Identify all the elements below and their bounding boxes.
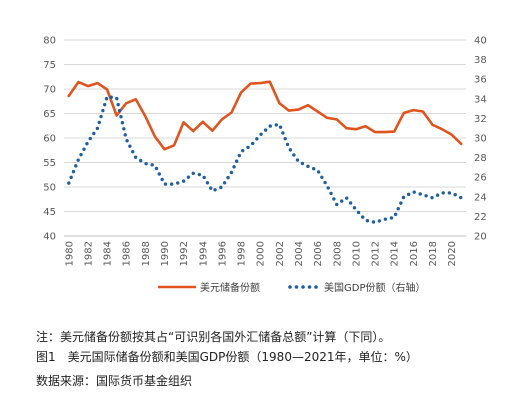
legend: 美元储备份额 美国GDP份额（右轴）	[158, 281, 425, 294]
left-y-axis: 40 45 50 55 60 65 70 75 80	[43, 36, 56, 243]
y-right-tick-label: 26	[474, 173, 487, 184]
legend-dot	[288, 285, 292, 289]
legend-dot	[301, 285, 305, 289]
x-tick-label: 2020	[447, 241, 458, 266]
x-tick-label: 2012	[371, 241, 382, 266]
y-left-tick-label: 55	[43, 158, 56, 169]
series-group	[67, 80, 463, 225]
x-tick-label: 1998	[237, 241, 248, 266]
x-tick-label: 2010	[351, 241, 362, 266]
y-right-tick-label: 20	[474, 232, 487, 243]
x-tick-label: 2006	[313, 241, 324, 266]
series-line-gdp-share	[67, 95, 463, 225]
y-right-tick-label: 32	[474, 114, 487, 125]
x-tick-label: 2004	[294, 241, 305, 266]
y-left-tick-label: 50	[43, 183, 56, 194]
x-tick-label: 2000	[256, 241, 267, 266]
x-tick-label: 1992	[179, 241, 190, 266]
y-right-tick-label: 38	[474, 55, 487, 66]
y-right-tick-label: 28	[474, 153, 487, 164]
x-tick-label: 2018	[428, 241, 439, 266]
x-tick-label: 2014	[390, 241, 401, 266]
series-line-reserve-share	[67, 80, 463, 151]
y-right-tick-label: 30	[474, 134, 487, 145]
y-left-tick-label: 60	[43, 134, 56, 145]
x-tick-label: 2016	[409, 241, 420, 266]
legend-dot	[294, 285, 299, 289]
y-right-tick-label: 40	[474, 36, 487, 47]
y-right-tick-label: 24	[474, 192, 487, 203]
y-left-tick-label: 40	[43, 232, 56, 243]
legend-label-gdp: 美国GDP份额（右轴）	[324, 281, 425, 294]
x-tick-label: 1980	[64, 241, 75, 266]
y-right-tick-label: 34	[474, 94, 487, 105]
y-left-tick-label: 75	[43, 60, 56, 71]
legend-label-reserve: 美元储备份额	[200, 281, 260, 294]
y-left-tick-label: 45	[43, 207, 56, 218]
x-tick-label: 1982	[83, 241, 94, 266]
right-y-axis: 20 22 24 26 28 30 32 34 36 38 40	[474, 36, 487, 243]
line-chart: 40 45 50 55 60 65 70 75 80 20 22 24 26 28 30 32 34 36 38 4…	[43, 36, 487, 295]
y-right-tick-label: 36	[474, 75, 487, 86]
y-left-tick-label: 65	[43, 109, 56, 120]
x-tick-label: 2008	[332, 241, 343, 266]
chart-note: 注：美元储备份额按其占“可识别各国外汇储备总额”计算（下同）。	[36, 330, 391, 344]
legend-dot	[314, 285, 318, 289]
x-tick-label: 1990	[160, 241, 171, 266]
legend-dot	[307, 285, 312, 289]
x-tick-label: 1988	[141, 241, 152, 266]
y-left-tick-label: 80	[43, 36, 56, 47]
x-tick-label: 1984	[103, 241, 114, 266]
x-tick-label: 1996	[217, 241, 228, 266]
y-right-tick-label: 22	[474, 212, 487, 223]
figure-caption: 图1 美元国际储备份额和美国GDP份额（1980—2021年，单位：%）	[36, 350, 418, 364]
data-source: 数据来源：国际货币基金组织	[36, 374, 193, 388]
x-tick-label: 1986	[122, 241, 133, 266]
x-tick-label: 1994	[198, 241, 209, 266]
x-axis: 1980 1982 1984 1986 1988 1990 1992 1994 1996 1998…	[64, 235, 466, 266]
y-left-tick-label: 70	[43, 85, 56, 96]
legend-swatch-gdp	[288, 285, 318, 289]
grid-lines	[64, 39, 466, 237]
x-tick-label: 2002	[275, 241, 286, 266]
